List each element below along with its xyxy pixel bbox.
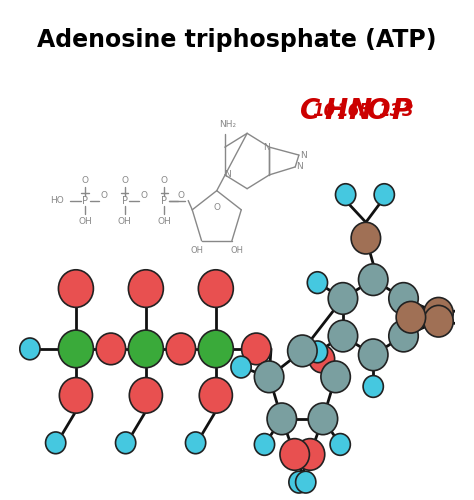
Circle shape — [307, 272, 328, 293]
Text: 13: 13 — [379, 102, 402, 119]
Circle shape — [336, 184, 356, 206]
Circle shape — [255, 361, 284, 392]
Text: N: N — [348, 96, 372, 124]
Text: O: O — [121, 176, 128, 186]
Circle shape — [351, 222, 381, 254]
Text: N: N — [296, 162, 303, 172]
Circle shape — [358, 264, 388, 296]
Text: 10: 10 — [312, 102, 336, 119]
Text: O: O — [161, 176, 168, 186]
Circle shape — [199, 378, 232, 413]
Circle shape — [128, 330, 164, 368]
Circle shape — [389, 320, 418, 352]
Text: HO: HO — [50, 196, 64, 205]
Circle shape — [308, 403, 337, 434]
Text: OH: OH — [157, 217, 171, 226]
Circle shape — [457, 298, 474, 320]
Circle shape — [330, 434, 350, 456]
Circle shape — [289, 472, 309, 493]
Text: O: O — [101, 191, 108, 200]
Circle shape — [166, 333, 196, 364]
Circle shape — [307, 341, 328, 362]
Text: O: O — [82, 176, 89, 186]
Circle shape — [457, 314, 474, 336]
Text: O: O — [367, 96, 391, 124]
Circle shape — [46, 432, 66, 454]
Circle shape — [296, 472, 316, 493]
Circle shape — [328, 282, 358, 314]
Text: 5: 5 — [358, 102, 370, 119]
Circle shape — [129, 378, 163, 413]
Text: OH: OH — [191, 246, 203, 255]
Text: N: N — [264, 142, 270, 152]
Circle shape — [424, 306, 453, 337]
Circle shape — [288, 335, 317, 366]
Circle shape — [389, 282, 418, 314]
Circle shape — [242, 333, 271, 364]
Text: O: O — [213, 203, 220, 212]
Text: NH₂: NH₂ — [219, 120, 236, 129]
Text: C: C — [300, 96, 320, 124]
Circle shape — [363, 376, 383, 398]
Text: OH: OH — [230, 246, 243, 255]
Circle shape — [424, 298, 453, 329]
Circle shape — [20, 338, 40, 360]
Circle shape — [58, 270, 93, 308]
Text: O: O — [140, 191, 147, 200]
Text: N: N — [300, 150, 307, 160]
Circle shape — [116, 432, 136, 454]
Circle shape — [328, 320, 358, 352]
Text: 3: 3 — [402, 102, 413, 119]
Circle shape — [198, 330, 233, 368]
Text: N: N — [224, 170, 231, 179]
Circle shape — [280, 438, 310, 470]
Circle shape — [358, 339, 388, 370]
Circle shape — [321, 361, 350, 392]
Text: P: P — [122, 196, 128, 205]
Circle shape — [295, 438, 325, 470]
Circle shape — [255, 434, 274, 456]
Circle shape — [185, 432, 206, 454]
Circle shape — [231, 356, 251, 378]
Circle shape — [128, 270, 164, 308]
Text: 16: 16 — [337, 102, 360, 119]
Circle shape — [58, 330, 93, 368]
Circle shape — [96, 333, 126, 364]
Circle shape — [267, 403, 297, 434]
Circle shape — [374, 184, 394, 206]
Circle shape — [198, 270, 233, 308]
Text: Adenosine triphosphate (ATP): Adenosine triphosphate (ATP) — [37, 28, 437, 52]
Text: P: P — [392, 96, 412, 124]
Circle shape — [309, 345, 335, 372]
Text: P: P — [161, 196, 167, 205]
Text: P: P — [82, 196, 88, 205]
Text: O: O — [177, 191, 184, 200]
Text: OH: OH — [118, 217, 132, 226]
Text: H: H — [324, 96, 348, 124]
Circle shape — [396, 302, 426, 333]
Circle shape — [59, 378, 92, 413]
Text: OH: OH — [78, 217, 92, 226]
